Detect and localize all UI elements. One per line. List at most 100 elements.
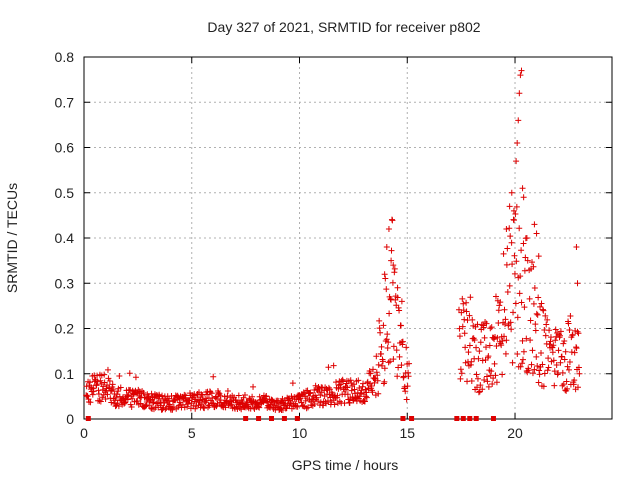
data-point [388, 247, 395, 254]
data-point [557, 359, 564, 366]
data-point [514, 351, 521, 358]
data-point [569, 331, 576, 338]
zero-marker [243, 416, 249, 421]
data-point [386, 310, 393, 317]
data-point [461, 330, 468, 337]
data-point [249, 393, 256, 400]
data-point [169, 406, 176, 413]
data-point [100, 391, 107, 398]
data-point [307, 389, 314, 396]
data-point [534, 311, 541, 318]
data-point [531, 284, 538, 291]
data-point [181, 391, 188, 398]
data-point [363, 394, 370, 401]
data-point [383, 336, 390, 343]
data-point [303, 405, 310, 412]
y-axis-label: SRMTID / TECUs [4, 183, 20, 293]
data-point [473, 344, 480, 351]
data-point [507, 233, 514, 240]
data-point [477, 382, 484, 389]
data-point [551, 382, 558, 389]
data-point [97, 398, 104, 405]
y-tick-label: 0.3 [55, 275, 75, 291]
data-point [457, 366, 464, 373]
data-point [521, 267, 528, 274]
data-point [516, 90, 523, 97]
data-point [207, 389, 214, 396]
data-point [374, 377, 381, 384]
data-point [312, 382, 319, 389]
data-point [397, 322, 404, 329]
data-point [235, 392, 242, 399]
y-tick-label: 0.4 [55, 230, 75, 246]
data-point [399, 338, 406, 345]
data-point [500, 250, 507, 257]
data-point [574, 328, 581, 335]
data-point [398, 298, 405, 305]
data-point [108, 399, 115, 406]
data-point [115, 403, 122, 410]
data-point [541, 370, 548, 377]
data-point [351, 381, 358, 388]
zero-marker [467, 416, 473, 421]
data-point [484, 378, 491, 385]
data-point [403, 396, 410, 403]
data-point [374, 372, 381, 379]
data-point [467, 294, 474, 301]
data-point [517, 72, 524, 79]
data-point [534, 363, 541, 370]
data-point [499, 371, 506, 378]
data-point [493, 343, 500, 350]
data-point [384, 344, 391, 351]
data-point [468, 378, 475, 385]
data-point [366, 367, 373, 374]
data-point [362, 386, 369, 393]
data-point [113, 394, 120, 401]
data-point [560, 381, 567, 388]
data-point [331, 401, 338, 408]
data-point [543, 321, 550, 328]
data-point [352, 394, 359, 401]
data-point [498, 342, 505, 349]
data-point [514, 314, 521, 321]
data-point [387, 358, 394, 365]
data-point [532, 321, 539, 328]
data-point [528, 361, 535, 368]
data-point [381, 378, 388, 385]
data-point [209, 395, 216, 402]
zero-marker [400, 416, 406, 421]
data-point [479, 386, 486, 393]
data-point [373, 353, 380, 360]
y-tick-label: 0.8 [55, 49, 75, 65]
data-point [574, 384, 581, 391]
data-point [573, 345, 580, 352]
data-point [511, 270, 518, 277]
data-point [390, 343, 397, 350]
data-point [129, 395, 136, 402]
data-point [485, 353, 492, 360]
data-point [383, 286, 390, 293]
data-point [168, 393, 175, 400]
data-point [459, 323, 466, 330]
data-point [334, 392, 341, 399]
data-point [573, 244, 580, 251]
x-tick-label: 10 [292, 425, 308, 441]
data-point [575, 330, 582, 337]
data-point [485, 383, 492, 390]
data-point [481, 334, 488, 341]
data-point [396, 307, 403, 314]
data-point [87, 399, 94, 406]
chart-title: Day 327 of 2021, SRMTID for receiver p80… [207, 19, 480, 35]
data-point [564, 363, 571, 370]
data-point [512, 211, 519, 218]
data-point [503, 225, 510, 232]
data-point [240, 394, 247, 401]
data-point [530, 300, 537, 307]
data-point [529, 370, 536, 377]
data-point [460, 300, 467, 307]
data-point [523, 335, 530, 342]
data-point [389, 217, 396, 224]
data-point [488, 368, 495, 375]
data-point [394, 284, 401, 291]
